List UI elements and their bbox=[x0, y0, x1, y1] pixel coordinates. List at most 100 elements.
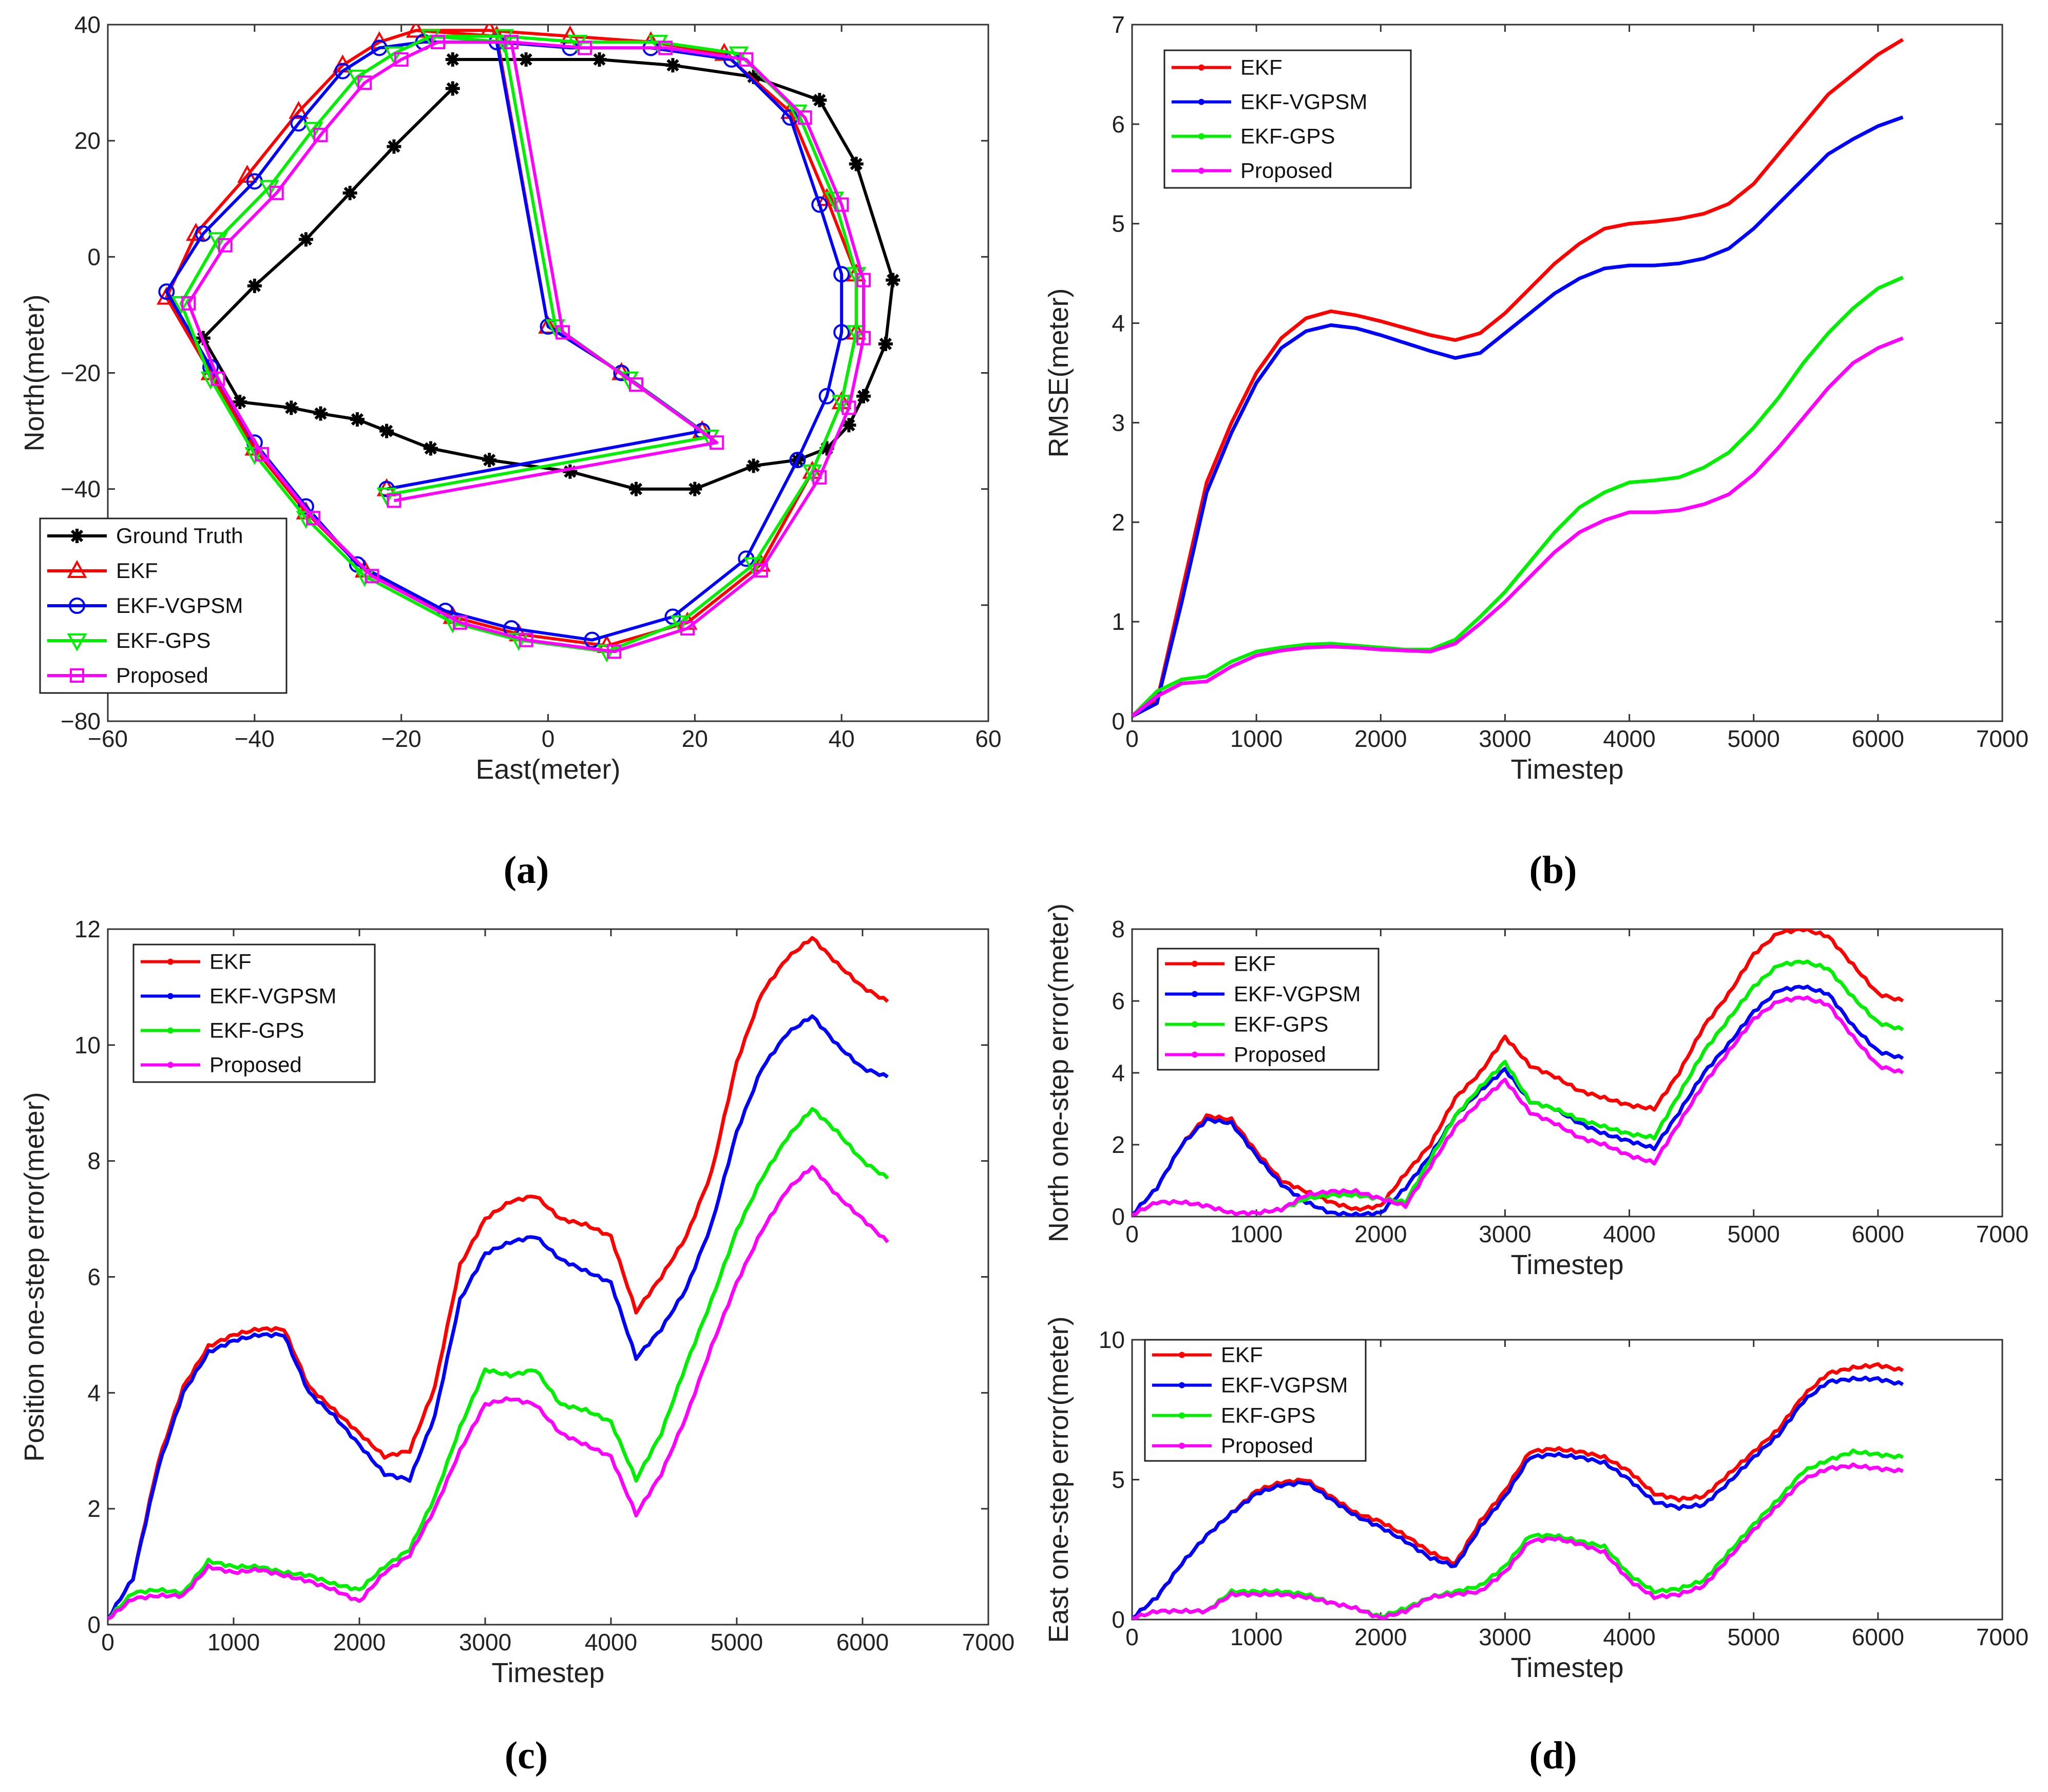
data-point-ekf-gps bbox=[567, 34, 588, 53]
legend-label-ekf: EKF bbox=[209, 950, 252, 974]
data-point-ekf bbox=[186, 222, 206, 241]
data-point-proposed bbox=[812, 470, 827, 485]
data-point-ground-truth bbox=[746, 458, 761, 473]
y-tick-label: 12 bbox=[74, 916, 101, 942]
data-point-ekf-gps bbox=[648, 34, 668, 53]
legend-label-ekf-vgpsm: EKF-VGPSM bbox=[116, 593, 243, 618]
data-point-ekf-gps bbox=[494, 29, 514, 47]
legend-label-ekf: EKF bbox=[1240, 55, 1283, 80]
legend-marker-ekf-gps bbox=[1198, 133, 1204, 140]
legend-marker-proposed bbox=[70, 668, 84, 683]
data-point-proposed bbox=[365, 569, 379, 584]
data-point-ekf-gps bbox=[699, 429, 720, 448]
data-point-ekf-vgpsm bbox=[789, 452, 806, 469]
x-tick-label: 40 bbox=[829, 725, 855, 752]
data-point-proposed bbox=[504, 34, 519, 49]
x-tick-label: 3000 bbox=[1479, 1221, 1531, 1247]
data-point-proposed bbox=[387, 493, 401, 508]
legend-label-proposed: Proposed bbox=[209, 1053, 302, 1077]
data-point-proposed bbox=[658, 41, 673, 55]
data-point-ekf-gps bbox=[200, 371, 221, 390]
legend-box bbox=[1157, 948, 1380, 1071]
legend-marker-ekf-vgpsm bbox=[167, 993, 174, 999]
panel-label-a: (a) bbox=[504, 849, 549, 892]
panel-label-c: (c) bbox=[505, 1734, 548, 1777]
data-point-ekf-gps bbox=[729, 46, 749, 65]
legend-marker-ekf-vgpsm bbox=[69, 598, 85, 614]
data-point-ekf-gps bbox=[443, 615, 463, 633]
legend-label-ekf-gps: EKF-GPS bbox=[1234, 1012, 1328, 1036]
data-point-ground-truth bbox=[342, 185, 357, 200]
data-point-ekf-gps bbox=[619, 371, 639, 390]
panel-label-b: (b) bbox=[1529, 849, 1577, 892]
y-tick-label: 0 bbox=[1112, 1606, 1125, 1633]
legend-marker-ekf-vgpsm bbox=[1198, 99, 1204, 105]
x-tick-label: 0 bbox=[1125, 1624, 1139, 1650]
x-tick-label: 1000 bbox=[1230, 725, 1283, 752]
legend-label-ekf: EKF bbox=[116, 558, 158, 583]
series-line-proposed bbox=[108, 1165, 889, 1621]
x-tick-label: −60 bbox=[88, 725, 128, 752]
data-point-ekf-gps bbox=[508, 632, 529, 651]
series-line-ekf-gps bbox=[1132, 276, 1904, 718]
x-tick-label: 2000 bbox=[333, 1629, 386, 1655]
data-point-ground-truth bbox=[313, 406, 328, 421]
series-line-ekf-vgpsm bbox=[108, 1014, 889, 1620]
data-point-ekf-gps bbox=[244, 447, 265, 465]
series-line-ekf-gps bbox=[179, 34, 858, 653]
series-line-ekf bbox=[1132, 38, 1904, 718]
x-axis-label: East(meter) bbox=[475, 754, 620, 785]
x-tick-label: 4000 bbox=[1603, 725, 1655, 752]
data-point-proposed bbox=[856, 331, 871, 345]
series-group bbox=[108, 936, 889, 1621]
legend-label-ekf: EKF bbox=[1221, 1343, 1263, 1367]
data-point-ground-truth bbox=[856, 389, 871, 403]
y-axis-label: Position one-step error(meter) bbox=[19, 1092, 50, 1461]
x-tick-label: 3000 bbox=[1479, 725, 1531, 752]
x-tick-label: 0 bbox=[1125, 1221, 1139, 1247]
data-point-ekf bbox=[289, 101, 309, 119]
x-tick-label: 5000 bbox=[1728, 725, 1780, 752]
legend-label-ekf-gps: EKF-GPS bbox=[116, 628, 210, 652]
data-point-ekf-vgpsm bbox=[782, 109, 799, 126]
y-tick-label: 6 bbox=[87, 1264, 101, 1290]
legend-b: EKF EKF-VGPSM EKF-GPS Proposed bbox=[1163, 49, 1412, 189]
data-point-ground-truth bbox=[519, 52, 533, 67]
y-tick-label: 20 bbox=[74, 127, 101, 154]
y-axis-label: RMSE(meter) bbox=[1043, 288, 1074, 457]
x-tick-label: 4000 bbox=[1603, 1624, 1655, 1650]
x-axis-label: Timestep bbox=[1510, 1249, 1623, 1280]
data-point-ekf-gps bbox=[846, 267, 867, 285]
series-line-ground-truth bbox=[201, 57, 895, 491]
data-point-ground-truth bbox=[841, 418, 856, 433]
data-point-proposed bbox=[306, 511, 321, 526]
data-point-ekf-gps bbox=[670, 615, 691, 633]
legend-label-ekf-gps: EKF-GPS bbox=[1221, 1403, 1315, 1428]
y-axis-label: North one-step error(meter) bbox=[1043, 903, 1074, 1242]
x-tick-label: 6000 bbox=[1852, 1221, 1904, 1247]
chart-b: 0 1000 2000 3000 4000 5000 6000 7000 0 1 2 3 4 5 6 7 Tim… bbox=[1043, 11, 2028, 785]
x-tick-label: 5000 bbox=[711, 1629, 763, 1655]
y-tick-label: 8 bbox=[87, 1148, 101, 1174]
data-point-ekf-gps bbox=[545, 319, 566, 338]
series-line-ekf-vgpsm bbox=[1132, 985, 1904, 1217]
x-tick-label: 7000 bbox=[1976, 1624, 2028, 1650]
y-tick-label: 0 bbox=[87, 1611, 101, 1638]
data-point-proposed bbox=[210, 371, 225, 386]
data-point-proposed bbox=[218, 238, 233, 253]
legend-label-ekf-vgpsm: EKF-VGPSM bbox=[1221, 1373, 1348, 1397]
legend-d1: EKF EKF-VGPSM EKF-GPS Proposed bbox=[1157, 948, 1380, 1071]
data-point-ground-truth bbox=[592, 52, 607, 67]
y-axis-label: North(meter) bbox=[19, 294, 50, 451]
y-tick-label: 6 bbox=[1112, 111, 1125, 138]
y-tick-label: 3 bbox=[1112, 409, 1125, 436]
series-line-proposed bbox=[1132, 995, 1904, 1217]
legend-marker-proposed bbox=[1179, 1442, 1185, 1449]
legend-label-proposed: Proposed bbox=[1234, 1043, 1326, 1067]
x-tick-label: 4000 bbox=[1603, 1221, 1655, 1247]
series-group bbox=[1132, 1362, 1904, 1620]
x-tick-label: 1000 bbox=[207, 1629, 260, 1655]
data-point-ground-truth bbox=[746, 69, 761, 84]
data-point-proposed bbox=[739, 52, 754, 67]
data-point-proposed bbox=[453, 615, 467, 630]
